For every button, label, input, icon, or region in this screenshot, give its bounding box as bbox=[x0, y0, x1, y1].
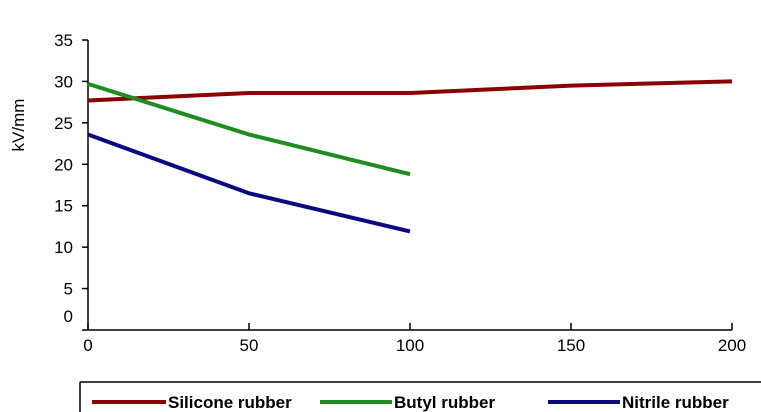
x-tick-label: 150 bbox=[557, 336, 585, 355]
y-tick-label: 35 bbox=[54, 31, 73, 50]
legend-label-0: Silicone rubber bbox=[168, 393, 292, 412]
series-line-1 bbox=[87, 81, 411, 177]
series-line-2 bbox=[87, 132, 411, 234]
y-tick-label: 30 bbox=[54, 72, 73, 91]
y-tick-label: 10 bbox=[54, 238, 73, 257]
y-tick-label: 15 bbox=[54, 197, 73, 216]
legend-label-2: Nitrile rubber bbox=[622, 393, 729, 412]
series-line-0 bbox=[87, 79, 733, 103]
x-tick-label: 200 bbox=[718, 336, 746, 355]
y-tick-label: 0 bbox=[64, 307, 73, 326]
x-tick-label: 50 bbox=[240, 336, 259, 355]
y-tick-label: 5 bbox=[64, 280, 73, 299]
series-lines bbox=[87, 79, 733, 234]
y-tick-label: 25 bbox=[54, 114, 73, 133]
y-axis: 0 5 10 15 20 25 30 35 bbox=[54, 31, 89, 331]
x-tick-label: 0 bbox=[83, 336, 92, 355]
legend-label-1: Butyl rubber bbox=[394, 393, 495, 412]
y-tick-label: 20 bbox=[54, 155, 73, 174]
x-tick-label: 100 bbox=[396, 336, 424, 355]
legend: Silicone rubber Butyl rubber Nitrile rubbe… bbox=[79, 381, 761, 412]
y-axis-title: kV/mm bbox=[9, 99, 28, 152]
x-axis: 0 50 100 150 200 bbox=[83, 323, 746, 355]
